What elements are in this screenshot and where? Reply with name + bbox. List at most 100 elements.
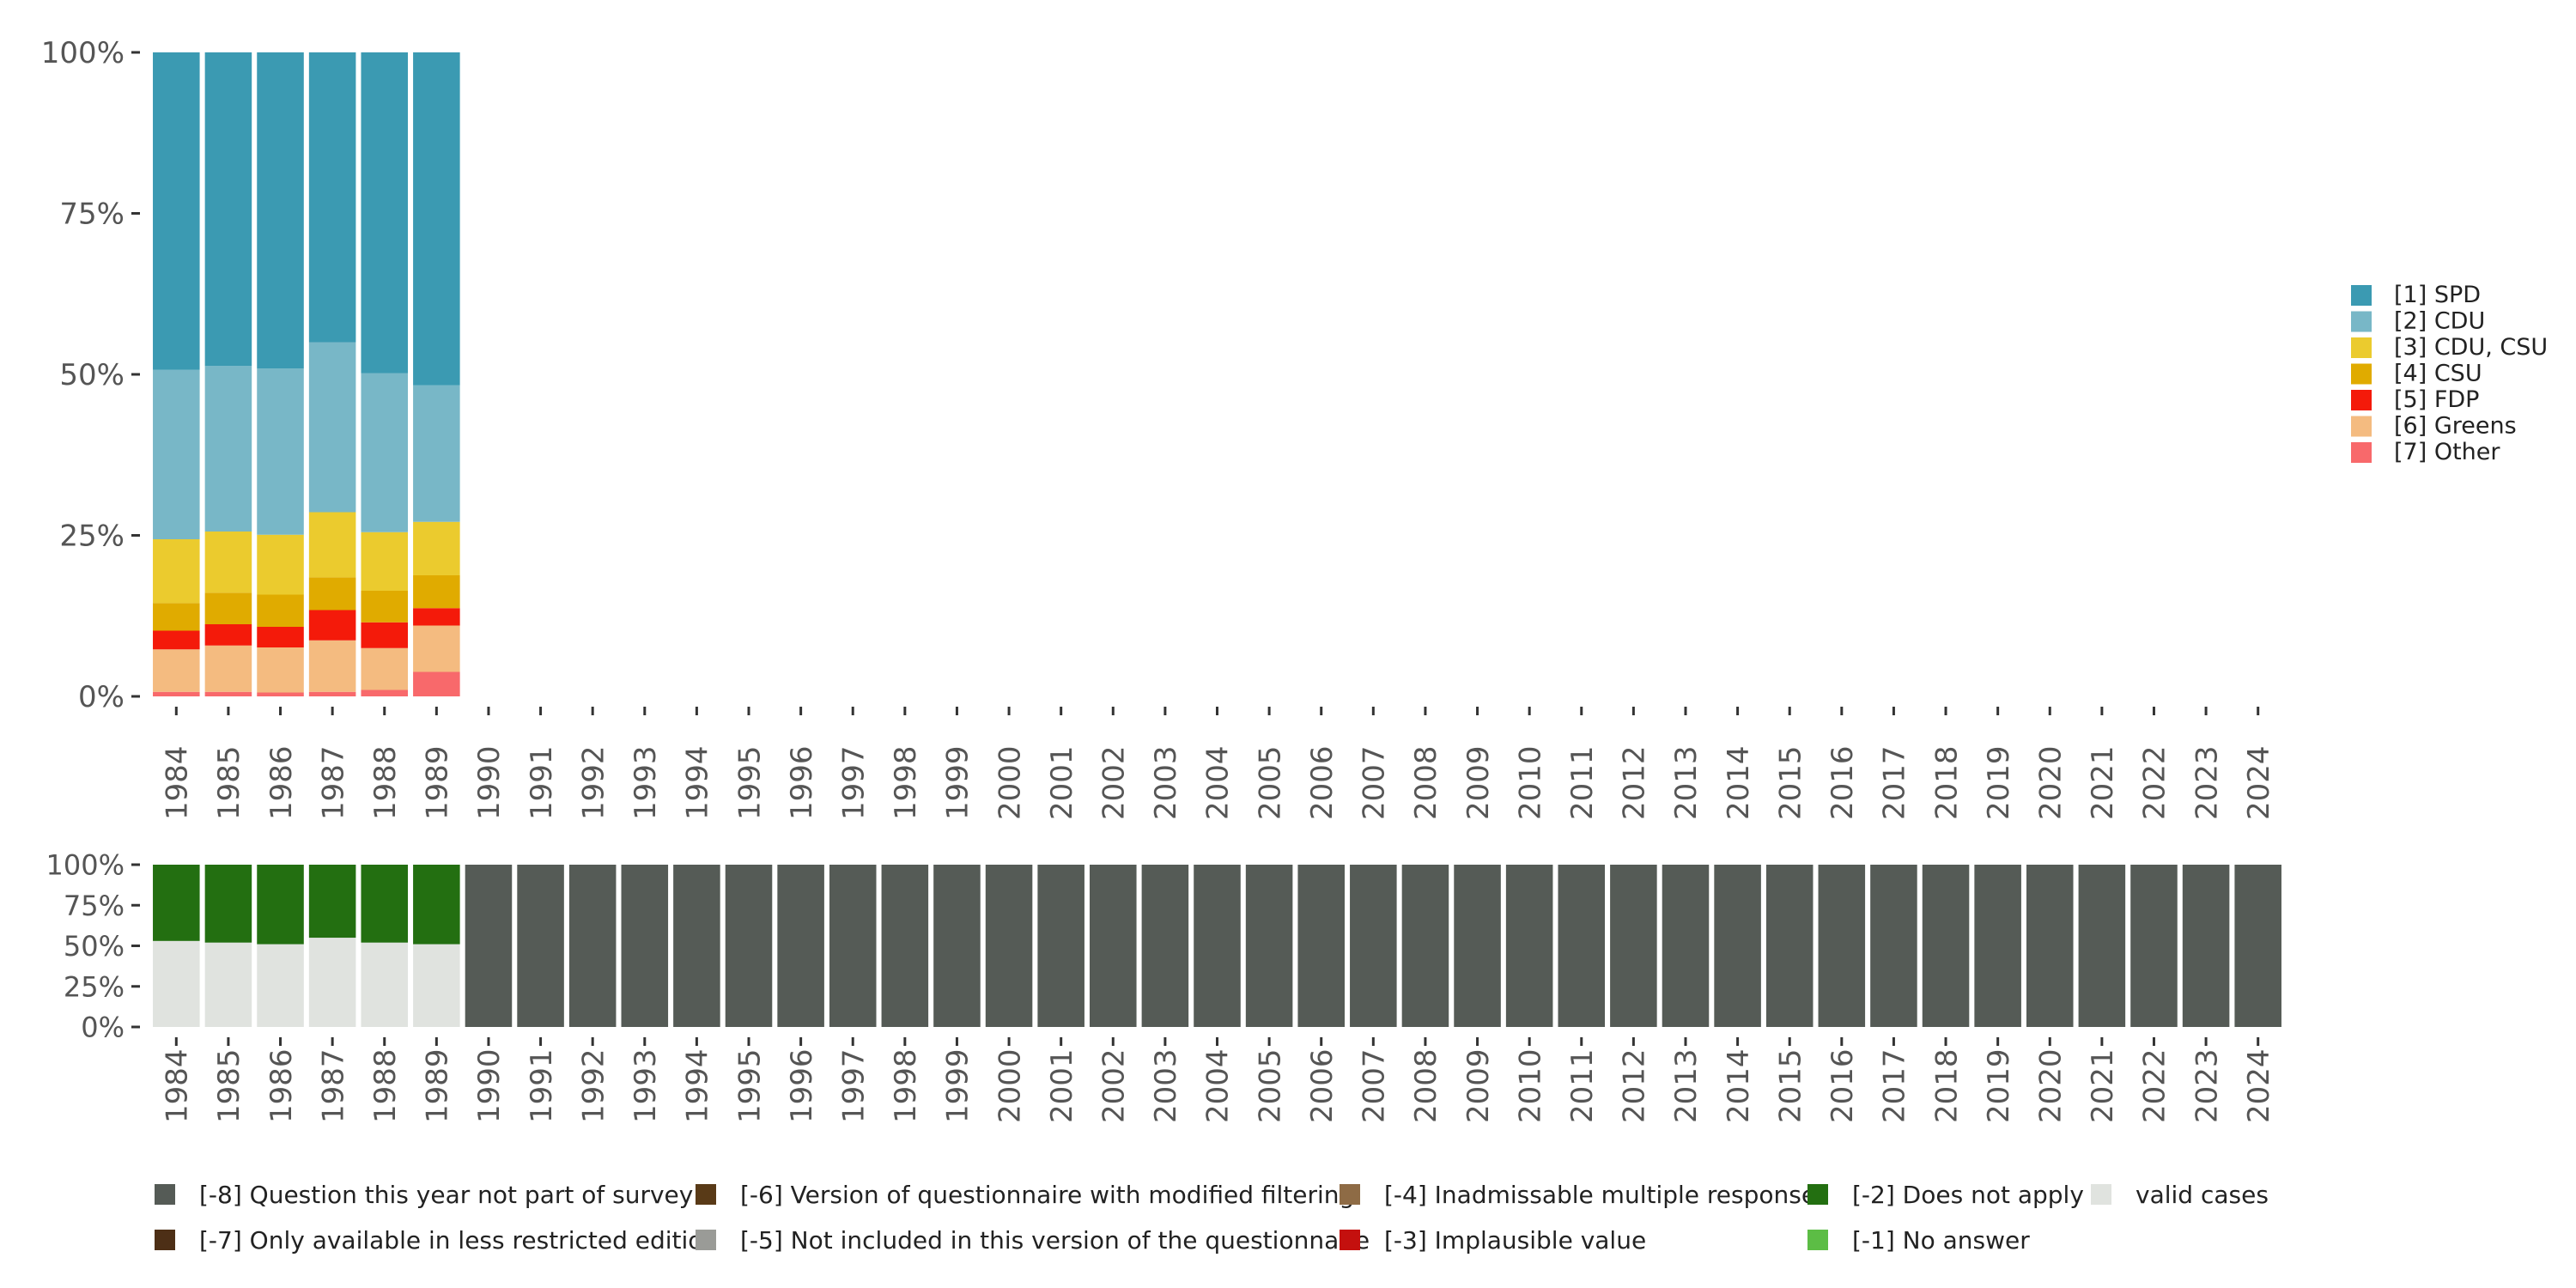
x-tick-label: 1995 bbox=[732, 745, 767, 820]
bar-segment bbox=[413, 608, 460, 626]
bar-segment bbox=[204, 592, 252, 624]
x-tick-label: 1985 bbox=[212, 745, 246, 820]
bar-segment bbox=[1558, 865, 1606, 1027]
x-tick-label: 1992 bbox=[576, 745, 611, 820]
x-tick-label: 2018 bbox=[1929, 1048, 1964, 1123]
x-tick-label: 2014 bbox=[1722, 745, 1756, 820]
bar-segment bbox=[308, 577, 356, 611]
x-tick-label: 1998 bbox=[889, 1048, 923, 1123]
bar-segment bbox=[257, 692, 304, 696]
bottom-legend: [-8] Question this year not part of surv… bbox=[155, 1181, 2269, 1255]
bar-segment bbox=[2234, 865, 2281, 1027]
x-tick-label: 2016 bbox=[1826, 1048, 1860, 1123]
bar-segment bbox=[153, 940, 200, 1027]
x-tick-label: 1991 bbox=[525, 745, 559, 820]
top-legend: [1] SPD[2] CDU[3] CDU, CSU[4] CSU[5] FDP… bbox=[2351, 282, 2548, 465]
x-tick-label: 1997 bbox=[836, 1048, 871, 1123]
x-tick-label: 2007 bbox=[1358, 1048, 1392, 1123]
bar-segment bbox=[1141, 865, 1189, 1027]
bar-segment bbox=[829, 865, 877, 1027]
bar-segment bbox=[1662, 865, 1710, 1027]
x-tick-label: 2021 bbox=[2086, 1048, 2120, 1123]
bar-segment bbox=[2026, 865, 2074, 1027]
x-tick-label: 1993 bbox=[629, 745, 663, 820]
bar-segment bbox=[673, 865, 720, 1027]
x-tick-label: 1985 bbox=[212, 1048, 246, 1123]
x-tick-label: 1984 bbox=[161, 745, 195, 820]
legend-label: [3] CDU, CSU bbox=[2394, 334, 2548, 361]
bar-segment bbox=[153, 52, 200, 370]
y-tick-label: 50% bbox=[64, 930, 125, 963]
x-tick-label: 2015 bbox=[1773, 745, 1807, 820]
x-tick-label: 2009 bbox=[1461, 1048, 1496, 1123]
legend-label: [-8] Question this year not part of surv… bbox=[199, 1181, 693, 1209]
legend-swatch bbox=[2351, 416, 2372, 437]
y-tick-label: 100% bbox=[41, 36, 125, 70]
x-tick-label: 2023 bbox=[2190, 1048, 2224, 1123]
x-tick-label: 2006 bbox=[1305, 1048, 1340, 1123]
x-tick-label: 2016 bbox=[1826, 745, 1860, 820]
x-tick-label: 2001 bbox=[1045, 1048, 1079, 1123]
bar-segment bbox=[413, 52, 460, 386]
bar-segment bbox=[308, 865, 356, 939]
x-tick-label: 2004 bbox=[1201, 1048, 1236, 1123]
bar-segment bbox=[725, 865, 773, 1027]
bar-segment bbox=[413, 575, 460, 609]
x-tick-label: 2020 bbox=[2033, 1048, 2068, 1123]
x-tick-label: 1996 bbox=[785, 1048, 819, 1123]
bar-segment bbox=[308, 512, 356, 578]
legend-label: [2] CDU bbox=[2394, 308, 2485, 335]
y-tick-label: 100% bbox=[46, 849, 125, 882]
x-tick-label: 2009 bbox=[1461, 745, 1496, 820]
x-tick-label: 2015 bbox=[1773, 1048, 1807, 1123]
x-tick-label: 2002 bbox=[1097, 1048, 1132, 1123]
bar-segment bbox=[153, 603, 200, 631]
legend-swatch bbox=[2091, 1184, 2111, 1205]
x-tick-label: 2024 bbox=[2242, 1048, 2276, 1123]
legend-swatch bbox=[2351, 311, 2372, 332]
bar-segment bbox=[1922, 865, 1970, 1027]
x-tick-label: 1995 bbox=[732, 1048, 767, 1123]
legend-swatch bbox=[2351, 337, 2372, 358]
x-tick-label: 1989 bbox=[421, 1048, 455, 1123]
bar-segment bbox=[1870, 865, 1917, 1027]
legend-label: [-4] Inadmissable multiple response bbox=[1384, 1181, 1816, 1209]
bar-segment bbox=[621, 865, 669, 1027]
legend-label: [7] Other bbox=[2394, 439, 2500, 465]
bar-segment bbox=[1505, 865, 1553, 1027]
x-tick-label: 1986 bbox=[264, 745, 299, 820]
bar-segment bbox=[1974, 865, 2021, 1027]
bar-segment bbox=[257, 647, 304, 693]
x-tick-label: 2001 bbox=[1045, 745, 1079, 820]
y-tick-label: 75% bbox=[64, 890, 125, 922]
legend-label: [-2] Does not apply bbox=[1852, 1181, 2084, 1209]
bar-segment bbox=[153, 649, 200, 692]
bar-segment bbox=[361, 942, 409, 1027]
x-tick-label: 1999 bbox=[941, 745, 975, 820]
x-tick-label: 1994 bbox=[681, 1048, 715, 1123]
x-tick-label: 1996 bbox=[785, 745, 819, 820]
x-tick-label: 2021 bbox=[2086, 745, 2120, 820]
legend-label: [4] CSU bbox=[2394, 361, 2482, 387]
bar-segment bbox=[257, 865, 304, 945]
legend-swatch bbox=[696, 1184, 716, 1205]
bar-segment bbox=[361, 373, 409, 532]
bar-segment bbox=[153, 865, 200, 941]
x-tick-label: 2003 bbox=[1149, 745, 1183, 820]
x-tick-label: 2005 bbox=[1253, 745, 1287, 820]
bar-segment bbox=[361, 622, 409, 648]
x-tick-label: 2014 bbox=[1722, 1048, 1756, 1123]
x-tick-label: 2007 bbox=[1358, 745, 1392, 820]
x-tick-label: 2012 bbox=[1618, 745, 1652, 820]
bar-segment bbox=[361, 532, 409, 591]
x-tick-label: 2002 bbox=[1097, 745, 1132, 820]
bar-segment bbox=[933, 865, 981, 1027]
bar-segment bbox=[204, 645, 252, 692]
legend-label: [-3] Implausible value bbox=[1384, 1226, 1646, 1255]
legend-swatch bbox=[1340, 1184, 1360, 1205]
bottom-chart-response-status: 0% 25% 50% 75% 100% 1984 1985 1986 1987 1988 1989 1… bbox=[46, 849, 2281, 1123]
x-tick-label: 2006 bbox=[1305, 745, 1340, 820]
bar-segment bbox=[257, 368, 304, 535]
bar-segment bbox=[361, 690, 409, 696]
legend-swatch bbox=[2351, 442, 2372, 463]
